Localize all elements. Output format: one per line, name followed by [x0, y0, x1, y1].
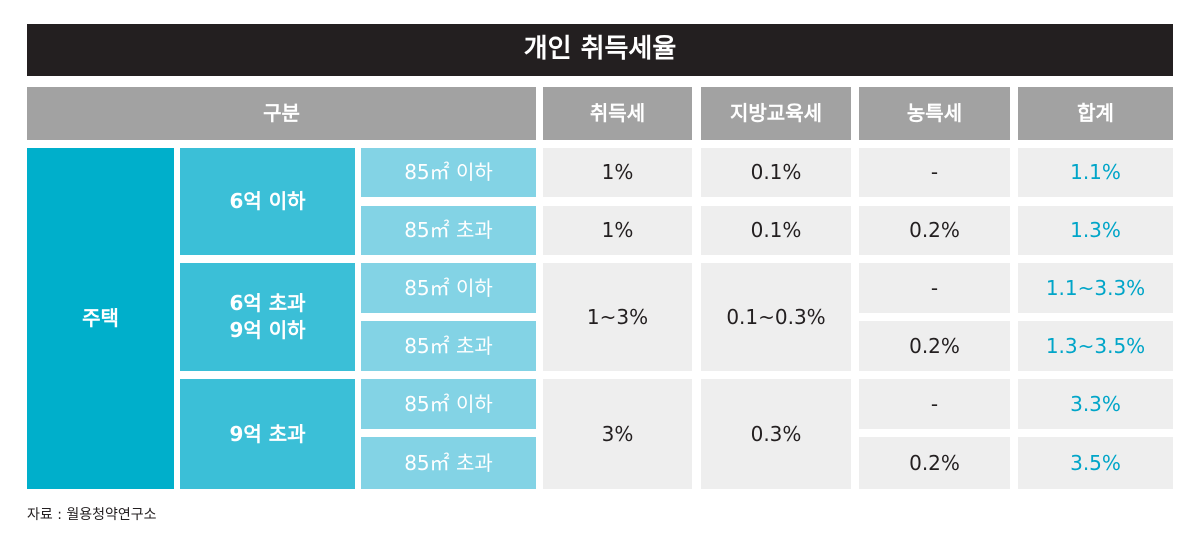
total-cell: 1.1~3.3% — [1018, 263, 1173, 313]
header-rural-special-tax: 농특세 — [859, 87, 1010, 140]
size-cell: 85㎡ 초과 — [361, 206, 536, 255]
header-category: 구분 — [27, 87, 536, 140]
rural-special-tax-cell: 0.2% — [859, 206, 1010, 255]
rural-special-tax-cell: 0.2% — [859, 437, 1010, 489]
header-total: 합계 — [1018, 87, 1173, 140]
local-education-tax-cell: 0.1% — [701, 206, 851, 255]
header-acquisition-tax: 취득세 — [543, 87, 692, 140]
rural-special-tax-cell: - — [859, 148, 1010, 197]
local-education-tax-cell: 0.3% — [701, 379, 851, 489]
header-local-education-tax: 지방교육세 — [701, 87, 851, 140]
acquisition-tax-cell: 3% — [543, 379, 692, 489]
total-cell: 3.3% — [1018, 379, 1173, 429]
source-note: 자료 : 월용청약연구소 — [27, 507, 157, 523]
rural-special-tax-cell: 0.2% — [859, 321, 1010, 371]
total-cell: 1.3~3.5% — [1018, 321, 1173, 371]
price-range-group: 6억 초과 9억 이하 — [180, 263, 355, 371]
total-cell: 1.1% — [1018, 148, 1173, 197]
total-cell: 1.3% — [1018, 206, 1173, 255]
local-education-tax-cell: 0.1~0.3% — [701, 263, 851, 371]
size-cell: 85㎡ 이하 — [361, 379, 536, 429]
acquisition-tax-cell: 1% — [543, 148, 692, 197]
local-education-tax-cell: 0.1% — [701, 148, 851, 197]
acquisition-tax-cell: 1% — [543, 206, 692, 255]
rural-special-tax-cell: - — [859, 379, 1010, 429]
price-range-group: 6억 이하 — [180, 148, 355, 255]
price-range-group: 9억 초과 — [180, 379, 355, 489]
table-title: 개인 취득세율 — [27, 24, 1173, 76]
rural-special-tax-cell: - — [859, 263, 1010, 313]
housing-category: 주택 — [27, 148, 174, 489]
size-cell: 85㎡ 이하 — [361, 148, 536, 197]
total-cell: 3.5% — [1018, 437, 1173, 489]
size-cell: 85㎡ 초과 — [361, 321, 536, 371]
acquisition-tax-cell: 1~3% — [543, 263, 692, 371]
size-cell: 85㎡ 초과 — [361, 437, 536, 489]
size-cell: 85㎡ 이하 — [361, 263, 536, 313]
